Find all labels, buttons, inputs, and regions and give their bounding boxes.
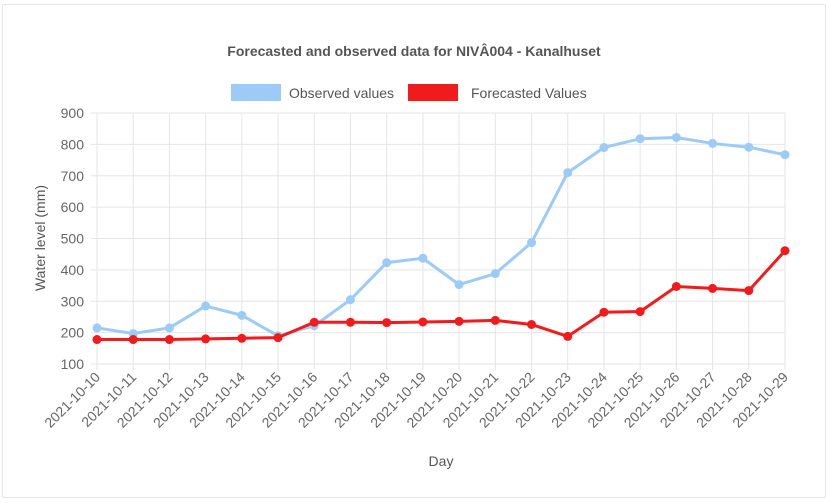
y-tick-label: 900 bbox=[61, 105, 85, 121]
chart-title: Forecasted and observed data for NIVÂ004… bbox=[227, 42, 601, 59]
y-axis-label: Water level (mm) bbox=[32, 185, 48, 291]
data-point bbox=[708, 138, 718, 148]
data-point bbox=[671, 282, 681, 292]
data-point bbox=[527, 238, 537, 248]
y-tick-label: 300 bbox=[61, 293, 85, 309]
data-point bbox=[490, 269, 500, 279]
data-point bbox=[780, 150, 790, 160]
y-tick-label: 500 bbox=[61, 231, 85, 247]
data-point bbox=[237, 333, 247, 343]
y-axis-ticks: 100 200 300 400 500 600 700 800 900 bbox=[61, 105, 85, 372]
y-tick-label: 100 bbox=[61, 356, 85, 372]
legend-swatch bbox=[231, 84, 281, 101]
x-axis-ticks: 2021-10-102021-10-112021-10-122021-10-13… bbox=[41, 369, 791, 431]
data-point bbox=[345, 295, 355, 305]
data-point bbox=[201, 334, 211, 344]
series-line bbox=[97, 249, 787, 342]
legend-swatch bbox=[408, 84, 458, 101]
data-point bbox=[490, 315, 500, 325]
y-tick-label: 800 bbox=[61, 136, 85, 152]
data-point bbox=[237, 310, 247, 320]
y-tick-label: 700 bbox=[61, 168, 85, 184]
data-point bbox=[744, 286, 754, 296]
legend-label: Forecasted Values bbox=[471, 85, 587, 101]
data-point bbox=[345, 317, 355, 327]
y-tick-label: 400 bbox=[61, 262, 85, 278]
data-point bbox=[128, 335, 138, 345]
data-point bbox=[418, 253, 428, 263]
data-point bbox=[599, 307, 609, 317]
data-point bbox=[671, 132, 681, 142]
chart-legend: Observed values Forecasted Values bbox=[231, 84, 587, 101]
data-point bbox=[708, 283, 718, 293]
data-point bbox=[563, 168, 573, 178]
series-group bbox=[92, 246, 790, 345]
data-point bbox=[744, 142, 754, 152]
data-point bbox=[635, 307, 645, 317]
data-point bbox=[599, 143, 609, 153]
data-point bbox=[164, 335, 174, 345]
data-point bbox=[273, 333, 283, 343]
data-point bbox=[780, 246, 790, 256]
data-point bbox=[382, 258, 392, 268]
data-point bbox=[164, 323, 174, 333]
data-point bbox=[309, 317, 319, 327]
data-point bbox=[635, 134, 645, 144]
chart-series bbox=[92, 132, 790, 345]
y-tick-label: 200 bbox=[61, 325, 85, 341]
data-point bbox=[382, 318, 392, 328]
y-tick-label: 600 bbox=[61, 199, 85, 215]
data-point bbox=[563, 331, 573, 341]
series-group bbox=[92, 132, 790, 341]
data-point bbox=[527, 319, 537, 329]
data-point bbox=[92, 323, 102, 333]
data-point bbox=[418, 317, 428, 327]
data-point bbox=[454, 280, 464, 290]
data-point bbox=[92, 335, 102, 345]
data-point bbox=[201, 301, 211, 311]
x-axis-label: Day bbox=[429, 453, 454, 469]
series-line bbox=[96, 135, 786, 338]
legend-label: Observed values bbox=[289, 85, 394, 101]
chart-grid bbox=[91, 112, 786, 370]
data-point bbox=[454, 316, 464, 326]
